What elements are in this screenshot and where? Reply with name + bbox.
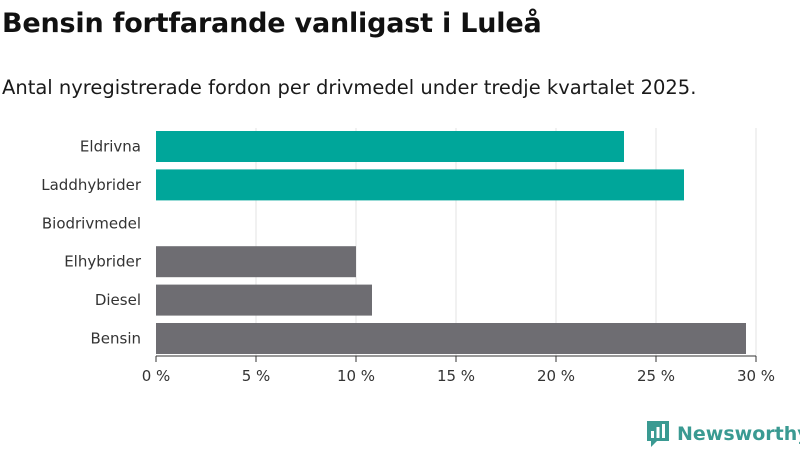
x-tick-label: 25 %: [637, 367, 675, 385]
category-label: Elhybrider: [64, 253, 142, 271]
chart-subtitle: Antal nyregistrerade fordon per drivmede…: [2, 76, 697, 99]
bar: [156, 131, 624, 162]
newsworthy-logo-icon: [647, 421, 669, 447]
bar: [156, 284, 372, 316]
x-tick-label: 10 %: [337, 367, 375, 385]
category-label: Laddhybrider: [41, 176, 142, 194]
category-label: Bensin: [90, 330, 141, 348]
x-tick-label: 20 %: [537, 367, 575, 385]
category-label: Biodrivmedel: [42, 214, 141, 232]
bar: [156, 169, 684, 201]
bar: [156, 246, 356, 278]
x-tick-label: 30 %: [737, 367, 775, 385]
chart-title: Bensin fortfarande vanligast i Luleå: [2, 8, 542, 39]
brand-name: Newsworthy: [677, 423, 800, 445]
category-label: Eldrivna: [80, 138, 141, 156]
brand: Newsworthy: [645, 419, 800, 449]
x-tick-label: 5 %: [242, 367, 271, 385]
x-tick-label: 15 %: [437, 367, 475, 385]
bar: [156, 323, 746, 354]
x-tick-label: 0 %: [142, 367, 171, 385]
category-label: Diesel: [95, 291, 141, 309]
